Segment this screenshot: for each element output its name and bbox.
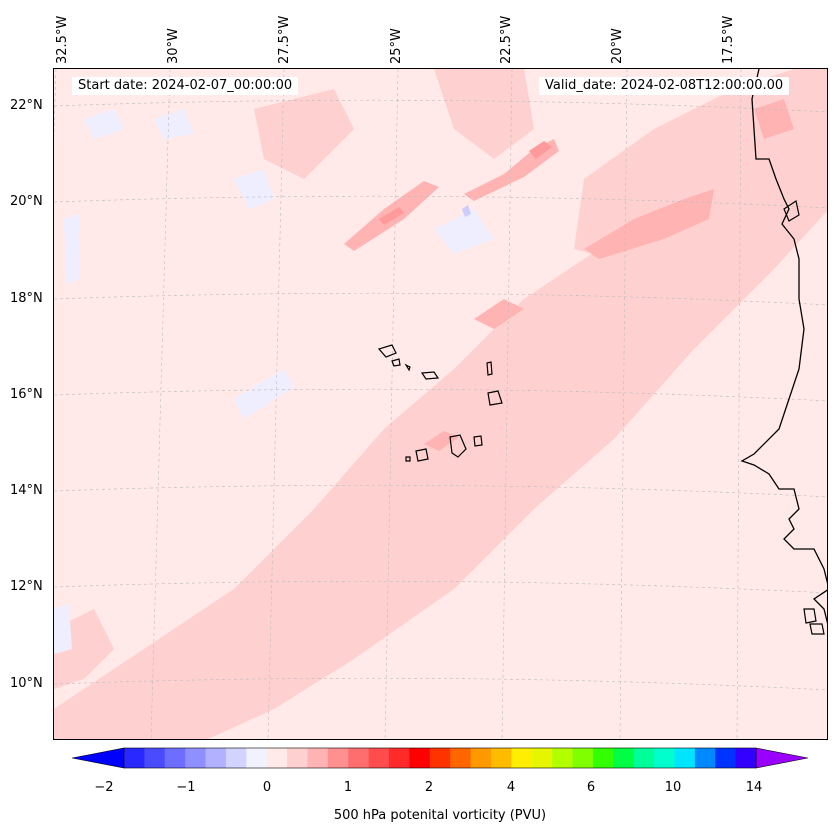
colorbar-tick-label: 1 [343,780,353,795]
colorbar-swatch [225,748,247,768]
pv-negative-1 [234,169,274,209]
colorbar-frame [123,747,757,769]
colorbar-swatch [429,748,451,768]
pv-band-main [54,110,827,739]
map-canvas [54,69,827,739]
latitude-label: 20°N [10,194,43,209]
colorbar-tick-label: 0 [262,780,272,795]
latitude-label: 14°N [10,483,43,498]
colorbar-extend-min [72,747,125,769]
longitude-label: 17.5°W [721,15,736,64]
colorbar-swatch [185,748,207,768]
africa-coastline [740,69,827,624]
pv-patch-north [434,69,534,159]
pv-core-2 [379,207,404,225]
pv-streak-5 [424,431,459,451]
colorbar-swatch [735,748,757,768]
colorbar-swatch [409,748,431,768]
colorbar-swatch [674,748,696,768]
parallel-line [54,484,827,498]
colorbar-swatch [552,748,574,768]
colorbar-swatch [287,748,308,768]
colorbar-swatch [307,748,329,768]
pv-negative-2 [84,109,124,139]
pv-negative-8 [462,205,471,217]
colorbar-label: 500 hPa potenital vorticity (PVU) [333,808,547,823]
valid-date-label: Valid_date: 2024-02-08T12:00:00.00 [539,77,790,95]
meridian-line [384,69,399,739]
parallel-line [54,292,827,306]
colorbar-swatch [266,748,288,768]
latitude-label: 16°N [10,387,43,402]
colorbar-swatch [144,748,166,768]
colorbar-extend-max [755,747,808,769]
colorbar [72,747,808,769]
pv-patch-northwest [254,89,354,179]
colorbar-tick-label: 6 [586,780,596,795]
meridian-line [736,69,742,739]
colorbar-tick-label: 14 [745,780,763,795]
colorbar-swatch [470,748,492,768]
latitude-label: 22°N [10,98,43,113]
parallel-line [54,195,827,209]
colorbar-swatch [592,748,614,768]
colorbar-swatch [205,748,227,768]
latitude-label: 10°N [10,676,43,691]
colorbar-swatch [368,748,390,768]
longitude-label: 20°W [610,28,625,64]
colorbar-tick-label: −2 [94,780,114,795]
latitude-label: 18°N [10,291,43,306]
colorbar-swatch [572,748,594,768]
colorbar-swatch [490,748,512,768]
colorbar-tick-label: 4 [506,780,516,795]
coastline-detail-2 [803,608,817,624]
colorbar-swatch [124,748,145,768]
colorbar-swatch [348,748,370,768]
meridian-line [150,69,171,739]
parallel-line [54,99,827,113]
pv-negative-3 [154,109,194,139]
pv-negative-7 [54,604,72,654]
longitude-label: 22.5°W [499,15,514,64]
longitude-label: 32.5°W [55,15,70,64]
pv-core-1 [529,141,552,159]
colorbar-swatch [531,748,553,768]
pv-negative-5 [64,214,79,284]
coastline-detail-3 [809,623,825,635]
pv-streak-4 [474,299,524,329]
colorbar-swatch [613,748,635,768]
parallel-line [54,580,827,594]
colorbar-swatch [246,748,268,768]
colorbar-tick-label: −1 [176,780,196,795]
pv-streak-3 [584,189,714,259]
longitude-label: 30°W [166,28,181,64]
longitude-label: 27.5°W [277,15,292,64]
parallel-line [54,677,827,691]
colorbar-swatch [694,748,716,768]
colorbar-tick-label: 2 [424,780,434,795]
colorbar-swatch [633,748,655,768]
latitude-label: 12°N [10,579,43,594]
colorbar-swatch [164,748,186,768]
longitude-label: 25°W [389,28,404,64]
colorbar-tick-label: 10 [664,780,682,795]
colorbar-swatch [327,748,349,768]
colorbar-swatch [389,748,410,768]
pv-negative-6 [234,369,294,419]
colorbar-swatch [511,748,533,768]
map-panel [53,68,828,740]
coastline-detail-1 [783,200,800,222]
cape-verde-islands [377,344,503,462]
meridian-line [267,69,285,739]
colorbar-swatch [450,748,472,768]
pv-negative-4 [434,209,494,254]
parallel-line [54,388,827,402]
colorbar-swatch [654,748,675,768]
graticule [54,69,827,739]
colorbar-swatch [715,748,737,768]
start-date-label: Start date: 2024-02-07_00:00:00 [72,77,299,95]
meridian-line [501,69,513,739]
meridian-line [619,69,628,739]
